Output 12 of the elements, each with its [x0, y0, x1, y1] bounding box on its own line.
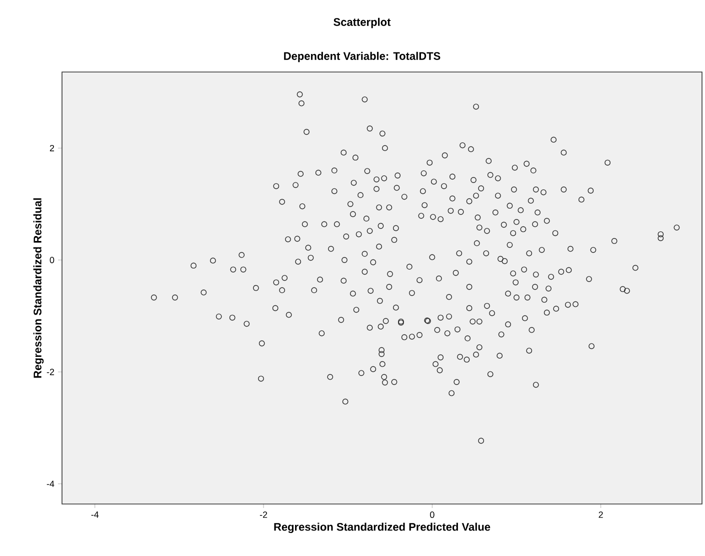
x-tick-label: 0 — [430, 512, 434, 518]
y-tick-label: 0 — [50, 256, 54, 264]
chart-title: Scatterplot — [334, 18, 391, 28]
x-tick-label: -2 — [260, 512, 268, 518]
x-axis-title: Regression Standardized Predicted Value — [274, 522, 490, 534]
chart-subtitle: Dependent Variable: TotalDTS — [284, 52, 440, 62]
x-tick-label: -4 — [91, 512, 99, 518]
x-tick-label: 2 — [598, 512, 603, 518]
y-tick-label: 2 — [50, 144, 54, 152]
y-tick-label: -2 — [46, 368, 54, 376]
y-tick-label: -4 — [46, 480, 54, 487]
y-axis-title: Regression Standardized Residual — [33, 198, 44, 378]
